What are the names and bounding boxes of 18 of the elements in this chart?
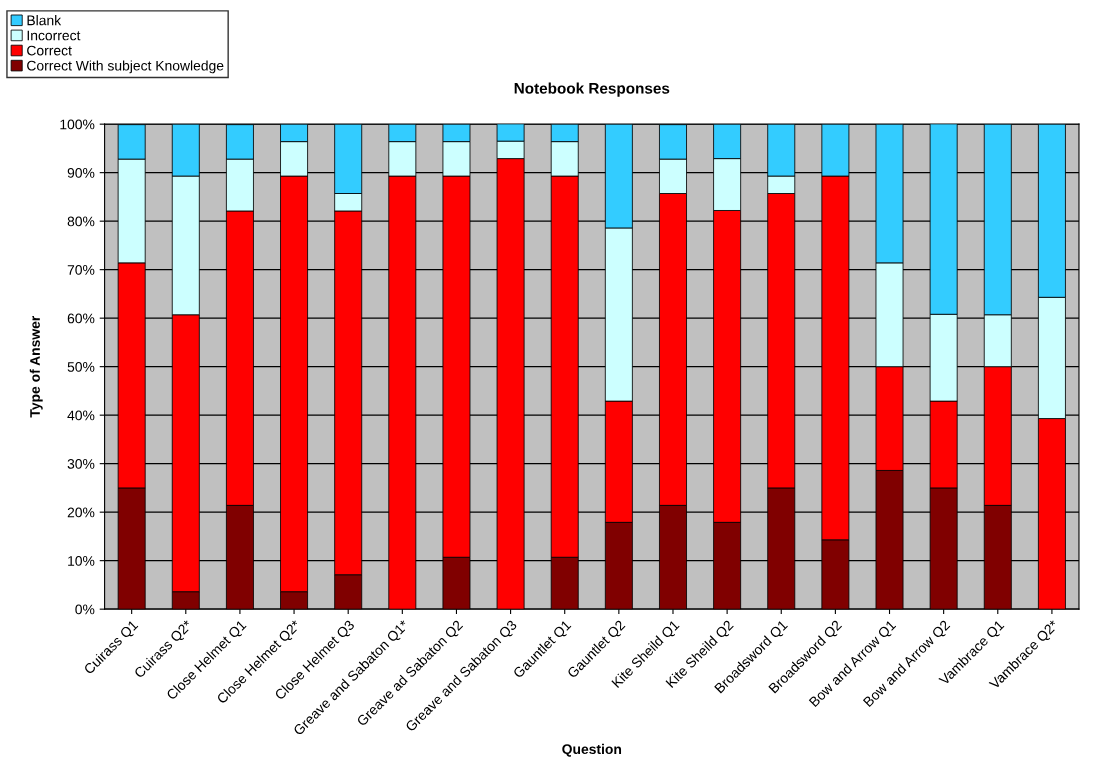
y-tick-label: 90% [67,167,95,178]
y-tick-label: 70% [67,264,95,275]
y-axis-title: Type of Answer [29,315,43,418]
y-tick-label: 30% [67,458,95,469]
y-tick-label: 10% [68,555,95,566]
y-tick-label: 50% [67,361,95,372]
y-tick-label: 0% [75,604,95,615]
legend-label: Blank [27,15,62,26]
legend-label: Correct [27,45,72,56]
y-tick-label: 80% [67,216,95,227]
y-tick-label: 100% [60,119,95,130]
chart-title: Notebook Responses [514,82,670,97]
x-axis-title: Question [562,743,622,757]
legend-label: Correct With subject Knowledge [27,60,224,74]
y-tick-label: 60% [67,313,95,324]
y-tick-label: 40% [67,410,95,421]
legend-label: Incorrect [27,30,81,41]
y-tick-label: 20% [67,507,95,518]
